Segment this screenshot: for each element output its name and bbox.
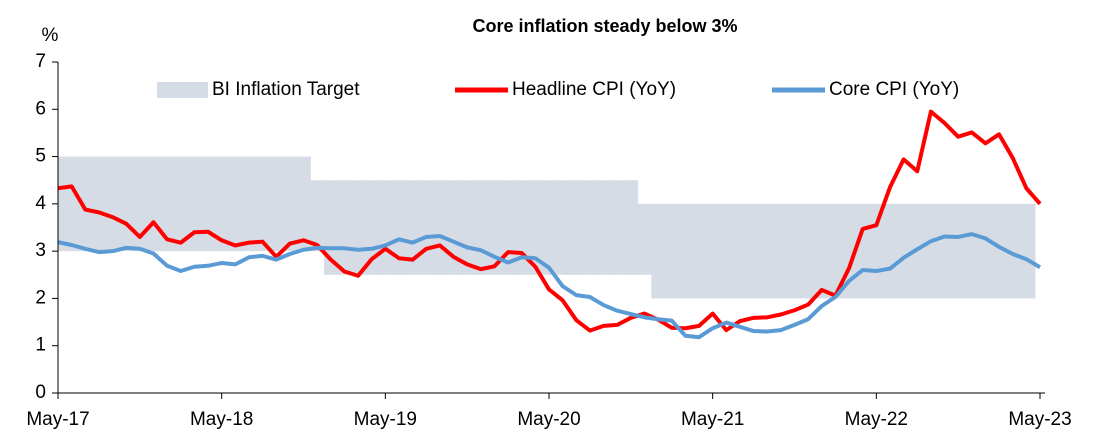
target-band (228, 156, 243, 252)
line-series (57, 109, 1042, 333)
legend: BI Inflation Target Headline CPI (YoY) C… (157, 79, 959, 100)
target-band (855, 203, 871, 299)
target-band (64, 156, 79, 252)
target-band (146, 156, 161, 252)
target-band (801, 203, 816, 299)
target-band (814, 203, 830, 299)
y-tick-label: 7 (35, 51, 46, 72)
target-band (351, 180, 366, 275)
target-band (119, 156, 134, 252)
target-band (637, 203, 652, 275)
target-band (828, 203, 843, 299)
plot-area (57, 109, 1042, 340)
target-band (92, 156, 107, 252)
y-axis-label: % (42, 25, 59, 46)
target-band (323, 180, 339, 275)
y-tick-label: 6 (35, 98, 46, 119)
target-band (787, 203, 802, 299)
target-band (692, 203, 707, 299)
target-band (555, 180, 570, 275)
x-tick-label: May-21 (681, 409, 744, 430)
target-band (610, 180, 625, 275)
x-tick-label: May-20 (517, 409, 580, 430)
target-band (760, 203, 775, 299)
target-band (419, 180, 434, 275)
legend-label: BI Inflation Target (212, 79, 360, 100)
target-band (719, 203, 734, 299)
target-band (433, 180, 448, 275)
y-tick-label: 0 (35, 382, 46, 403)
y-tick-label: 3 (35, 240, 46, 261)
target-band (583, 180, 598, 275)
target-band (133, 156, 148, 252)
target-band (937, 203, 952, 299)
target-band (528, 180, 543, 275)
target-band (542, 180, 557, 275)
target-band (173, 156, 189, 252)
target-band (664, 203, 680, 299)
y-tick-label: 1 (35, 335, 46, 356)
target-band (883, 203, 898, 299)
line-series (57, 232, 1042, 340)
legend-swatch-target (157, 82, 208, 98)
target-band (896, 203, 911, 299)
target-band (105, 156, 120, 252)
target-band (269, 156, 284, 252)
target-band (869, 203, 884, 299)
target-band (624, 180, 639, 275)
target-band (596, 180, 611, 275)
x-tick-label: May-23 (1008, 409, 1071, 430)
target-band (951, 203, 966, 299)
target-band (337, 180, 352, 275)
target-band (569, 180, 584, 275)
target-band (1033, 203, 1036, 299)
target-band (978, 203, 993, 299)
target-band (1005, 203, 1021, 299)
target-band (160, 156, 175, 252)
y-tick-label: 4 (35, 193, 46, 214)
x-tick-label: May-18 (190, 409, 253, 430)
target-band (364, 180, 380, 275)
target-band (964, 203, 980, 299)
legend-label: Headline CPI (YoY) (512, 79, 676, 100)
target-band (678, 203, 693, 299)
target-band (214, 156, 229, 252)
target-band (58, 156, 66, 252)
target-band (924, 203, 939, 299)
target-band (460, 180, 475, 275)
target-band (487, 180, 502, 275)
x-tick-label: May-22 (845, 409, 908, 430)
y-tick-label: 5 (35, 146, 46, 167)
legend-label: Core CPI (YoY) (829, 79, 959, 100)
target-band (296, 156, 311, 252)
target-band (242, 156, 257, 252)
target-band (392, 180, 407, 275)
target-band (705, 203, 720, 299)
target-band (473, 180, 489, 275)
target-band (78, 156, 93, 252)
chart-title: Core inflation steady below 3% (472, 16, 737, 36)
target-band (446, 180, 461, 275)
target-band (201, 156, 216, 252)
target-band (651, 203, 666, 299)
target-band (992, 203, 1007, 299)
y-tick-label: 2 (35, 287, 46, 308)
target-band (774, 203, 789, 299)
target-band (1019, 203, 1034, 299)
target-band (405, 180, 420, 275)
target-band (378, 180, 393, 275)
target-band (255, 156, 270, 252)
x-tick-label: May-19 (354, 409, 417, 430)
target-band (283, 156, 298, 252)
target-band (746, 203, 761, 299)
target-band (310, 180, 325, 252)
target-band (187, 156, 202, 252)
target-band (733, 203, 748, 299)
x-tick-label: May-17 (26, 409, 89, 430)
